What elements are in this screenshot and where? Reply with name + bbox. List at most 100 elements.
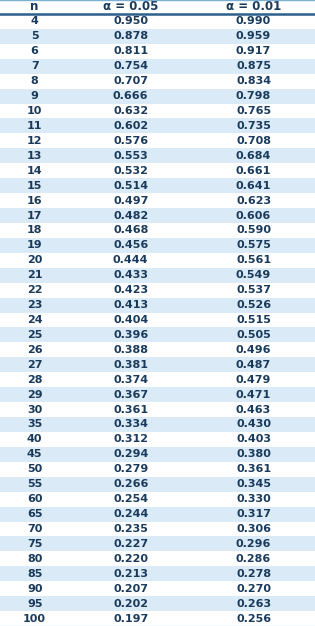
Text: 0.561: 0.561 — [236, 255, 271, 265]
Bar — [0, 238, 69, 253]
Bar — [0, 477, 69, 491]
Bar — [69, 44, 192, 59]
Bar — [192, 387, 315, 402]
Bar — [0, 417, 69, 432]
Text: 0.661: 0.661 — [236, 166, 271, 176]
Bar — [192, 283, 315, 297]
Text: 29: 29 — [27, 389, 43, 399]
Bar — [192, 536, 315, 552]
Bar — [192, 268, 315, 283]
Text: 0.632: 0.632 — [113, 106, 148, 116]
Bar — [69, 552, 192, 567]
Bar — [0, 178, 69, 193]
Bar — [0, 312, 69, 327]
Bar — [69, 133, 192, 148]
Text: 0.374: 0.374 — [113, 375, 148, 385]
Text: 0.361: 0.361 — [236, 464, 271, 475]
Text: 0.213: 0.213 — [113, 569, 148, 579]
Text: 0.256: 0.256 — [236, 613, 271, 623]
Text: 0.553: 0.553 — [113, 151, 148, 161]
Bar — [192, 357, 315, 372]
Text: 35: 35 — [27, 419, 42, 429]
Text: 0.263: 0.263 — [236, 598, 271, 608]
Text: 0.202: 0.202 — [113, 598, 148, 608]
Text: 11: 11 — [27, 121, 43, 131]
Text: 13: 13 — [27, 151, 42, 161]
Text: 95: 95 — [27, 598, 43, 608]
Text: 0.765: 0.765 — [236, 106, 271, 116]
Text: 10: 10 — [27, 106, 42, 116]
Bar — [69, 477, 192, 491]
Bar — [0, 283, 69, 297]
Text: 0.404: 0.404 — [113, 315, 148, 325]
Text: 0.381: 0.381 — [113, 360, 148, 370]
Text: 27: 27 — [27, 360, 43, 370]
Text: 0.707: 0.707 — [113, 76, 148, 86]
Bar — [192, 238, 315, 253]
Bar — [192, 567, 315, 581]
Text: 0.361: 0.361 — [113, 404, 148, 414]
Text: 0.623: 0.623 — [236, 195, 271, 205]
Bar — [69, 567, 192, 581]
Bar — [0, 268, 69, 283]
Text: 55: 55 — [27, 479, 42, 489]
Bar — [192, 462, 315, 477]
Bar — [0, 447, 69, 462]
Bar — [192, 372, 315, 387]
Text: 0.959: 0.959 — [236, 31, 271, 41]
Text: 28: 28 — [27, 375, 43, 385]
Text: 0.444: 0.444 — [113, 255, 148, 265]
Bar — [192, 552, 315, 567]
Bar — [69, 223, 192, 238]
Bar — [192, 178, 315, 193]
Bar — [69, 327, 192, 342]
Bar — [69, 432, 192, 447]
Text: 0.430: 0.430 — [236, 419, 271, 429]
Text: 75: 75 — [27, 539, 42, 549]
Text: 65: 65 — [27, 509, 43, 519]
Text: 14: 14 — [27, 166, 43, 176]
Text: 0.549: 0.549 — [236, 270, 271, 280]
Text: 0.367: 0.367 — [113, 389, 148, 399]
Bar — [69, 387, 192, 402]
Bar — [69, 536, 192, 552]
Bar — [192, 208, 315, 223]
Text: 0.532: 0.532 — [113, 166, 148, 176]
Bar — [0, 462, 69, 477]
Text: 15: 15 — [27, 181, 42, 191]
Bar — [192, 253, 315, 268]
Text: 85: 85 — [27, 569, 42, 579]
Text: 0.684: 0.684 — [236, 151, 271, 161]
Text: 0.463: 0.463 — [236, 404, 271, 414]
Text: α = 0.05: α = 0.05 — [103, 1, 158, 14]
Bar — [0, 29, 69, 44]
Bar — [192, 297, 315, 312]
Bar — [192, 14, 315, 29]
Text: 60: 60 — [27, 494, 43, 504]
Text: 20: 20 — [27, 255, 42, 265]
Bar — [192, 59, 315, 74]
Text: 0.754: 0.754 — [113, 61, 148, 71]
Bar — [69, 74, 192, 89]
Bar — [69, 581, 192, 596]
Text: 100: 100 — [23, 613, 46, 623]
Bar — [0, 133, 69, 148]
Bar — [192, 506, 315, 521]
Text: 0.312: 0.312 — [113, 434, 148, 444]
Text: 19: 19 — [27, 240, 43, 250]
Bar — [192, 44, 315, 59]
Text: 0.878: 0.878 — [113, 31, 148, 41]
Text: 45: 45 — [27, 449, 43, 459]
Text: 23: 23 — [27, 300, 42, 310]
Bar — [192, 417, 315, 432]
Bar — [0, 581, 69, 596]
Text: 0.497: 0.497 — [113, 195, 148, 205]
Bar — [192, 477, 315, 491]
Bar — [192, 0, 315, 14]
Text: 80: 80 — [27, 554, 42, 564]
Text: 8: 8 — [31, 76, 38, 86]
Bar — [69, 447, 192, 462]
Bar — [69, 402, 192, 417]
Text: 0.602: 0.602 — [113, 121, 148, 131]
Text: 0.575: 0.575 — [236, 240, 271, 250]
